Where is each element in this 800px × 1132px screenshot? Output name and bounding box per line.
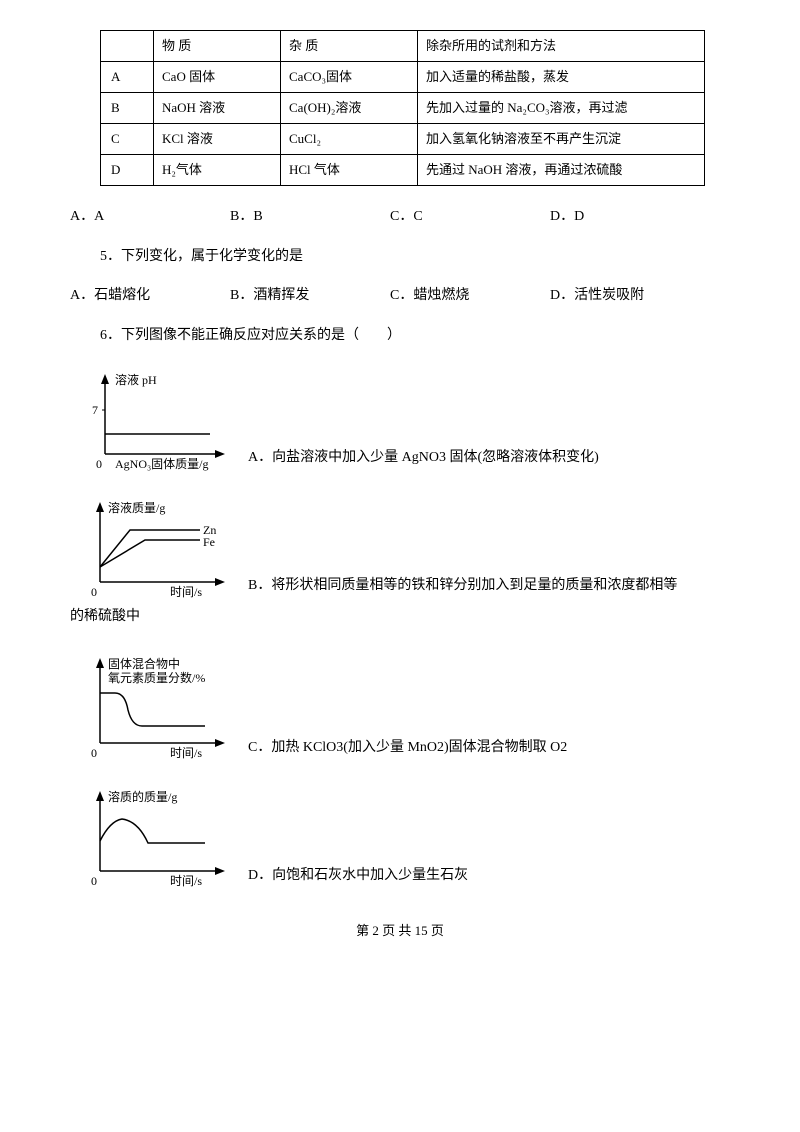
q4-options: A．A B．B C．C D．D xyxy=(70,206,730,228)
tick-7: 7 xyxy=(92,403,98,417)
header-cell: 除杂所用的试剂和方法 xyxy=(418,31,705,62)
prefix: A． xyxy=(248,450,272,465)
desc: 加热 KClO3(加入少量 MnO2)固体混合物制取 O2 xyxy=(271,740,567,755)
chart-c-block: 固体混合物中 氧元素质量分数/% 0 时间/s C．加热 KClO3(加入少量 … xyxy=(70,648,730,763)
option-c: C．蜡烛燃烧 xyxy=(390,285,550,307)
cell: 先加入过量的 Na₂CO₃溶液，再过滤 xyxy=(418,93,705,124)
table-row: A CaO 固体 CaCO₃固体 加入适量的稀盐酸，蒸发 xyxy=(101,62,705,93)
q5-options: A．石蜡熔化 B．酒精挥发 C．蜡烛燃烧 D．活性炭吸附 xyxy=(70,285,730,307)
desc: 向盐溶液中加入少量 AgNO3 固体(忽略溶液体积变化) xyxy=(272,450,599,465)
question-6: 6．下列图像不能正确反应对应关系的是（ ） xyxy=(100,325,730,347)
x-label: 时间/s xyxy=(170,585,202,599)
header-cell: 物 质 xyxy=(154,31,281,62)
chart-c-text: C．加热 KClO3(加入少量 MnO2)固体混合物制取 O2 xyxy=(248,737,567,763)
origin: 0 xyxy=(91,874,97,888)
series-fe: Fe xyxy=(203,535,215,549)
option-a: A．石蜡熔化 xyxy=(70,285,230,307)
chart-c-svg: 固体混合物中 氧元素质量分数/% 0 时间/s xyxy=(70,648,240,763)
table-row: C KCl 溶液 CuCl₂ 加入氢氧化钠溶液至不再产生沉淀 xyxy=(101,124,705,155)
cell: D xyxy=(101,155,154,186)
chart-b-svg: 溶液质量/g Zn Fe 0 时间/s xyxy=(70,492,240,602)
cell: KCl 溶液 xyxy=(154,124,281,155)
header-cell: 杂 质 xyxy=(281,31,418,62)
cell: C xyxy=(101,124,154,155)
question-5: 5．下列变化，属于化学变化的是 xyxy=(100,246,730,268)
chart-b-cont: 的稀硫酸中 xyxy=(70,606,730,628)
cell: 加入适量的稀盐酸，蒸发 xyxy=(418,62,705,93)
y-label-1: 固体混合物中 xyxy=(108,656,180,671)
option-b: B．酒精挥发 xyxy=(230,285,390,307)
cell: Ca(OH)₂溶液 xyxy=(281,93,418,124)
option-d: D．D xyxy=(550,206,584,228)
option-a: A．A xyxy=(70,206,230,228)
cell: HCl 气体 xyxy=(281,155,418,186)
cell: 先通过 NaOH 溶液，再通过浓硫酸 xyxy=(418,155,705,186)
chart-b-block: 溶液质量/g Zn Fe 0 时间/s B．将形状相同质量相等的铁和锌分别加入到… xyxy=(70,492,730,602)
origin: 0 xyxy=(91,585,97,599)
chart-d-text: D．向饱和石灰水中加入少量生石灰 xyxy=(248,865,468,891)
impurity-table: 物 质 杂 质 除杂所用的试剂和方法 A CaO 固体 CaCO₃固体 加入适量… xyxy=(100,30,705,186)
cell: H₂气体 xyxy=(154,155,281,186)
cell: CuCl₂ xyxy=(281,124,418,155)
cell: CaCO₃固体 xyxy=(281,62,418,93)
cell: A xyxy=(101,62,154,93)
option-c: C．C xyxy=(390,206,550,228)
desc: 向饱和石灰水中加入少量生石灰 xyxy=(272,868,468,883)
prefix: D． xyxy=(248,868,272,883)
table-row: B NaOH 溶液 Ca(OH)₂溶液 先加入过量的 Na₂CO₃溶液，再过滤 xyxy=(101,93,705,124)
chart-d-block: 溶质的质量/g 0 时间/s D．向饱和石灰水中加入少量生石灰 xyxy=(70,781,730,891)
y-label: 溶质的质量/g xyxy=(108,789,177,804)
table-header-row: 物 质 杂 质 除杂所用的试剂和方法 xyxy=(101,31,705,62)
prefix: B． xyxy=(248,578,271,593)
page-footer: 第 2 页 共 15 页 xyxy=(70,921,730,942)
y-label-2: 氧元素质量分数/% xyxy=(108,670,205,685)
chart-b-text: B．将形状相同质量相等的铁和锌分别加入到足量的质量和浓度都相等 xyxy=(248,575,677,601)
chart-a-svg: 溶液 pH 7 0 AgNO₃固体质量/g xyxy=(70,364,240,474)
x-label: 时间/s xyxy=(170,746,202,760)
header-cell xyxy=(101,31,154,62)
chart-a-block: 溶液 pH 7 0 AgNO₃固体质量/g A．向盐溶液中加入少量 AgNO3 … xyxy=(70,364,730,474)
desc: 将形状相同质量相等的铁和锌分别加入到足量的质量和浓度都相等 xyxy=(271,578,677,593)
cell: NaOH 溶液 xyxy=(154,93,281,124)
x-label: AgNO₃固体质量/g xyxy=(115,457,209,471)
y-label: 溶液质量/g xyxy=(108,500,165,515)
table-row: D H₂气体 HCl 气体 先通过 NaOH 溶液，再通过浓硫酸 xyxy=(101,155,705,186)
origin: 0 xyxy=(91,746,97,760)
cell: CaO 固体 xyxy=(154,62,281,93)
option-b: B．B xyxy=(230,206,390,228)
cell: B xyxy=(101,93,154,124)
prefix: C． xyxy=(248,740,271,755)
chart-a-text: A．向盐溶液中加入少量 AgNO3 固体(忽略溶液体积变化) xyxy=(248,447,599,473)
cell: 加入氢氧化钠溶液至不再产生沉淀 xyxy=(418,124,705,155)
x-label: 时间/s xyxy=(170,874,202,888)
chart-d-svg: 溶质的质量/g 0 时间/s xyxy=(70,781,240,891)
option-d: D．活性炭吸附 xyxy=(550,285,644,307)
origin: 0 xyxy=(96,457,102,471)
y-label: 溶液 pH xyxy=(115,372,157,387)
